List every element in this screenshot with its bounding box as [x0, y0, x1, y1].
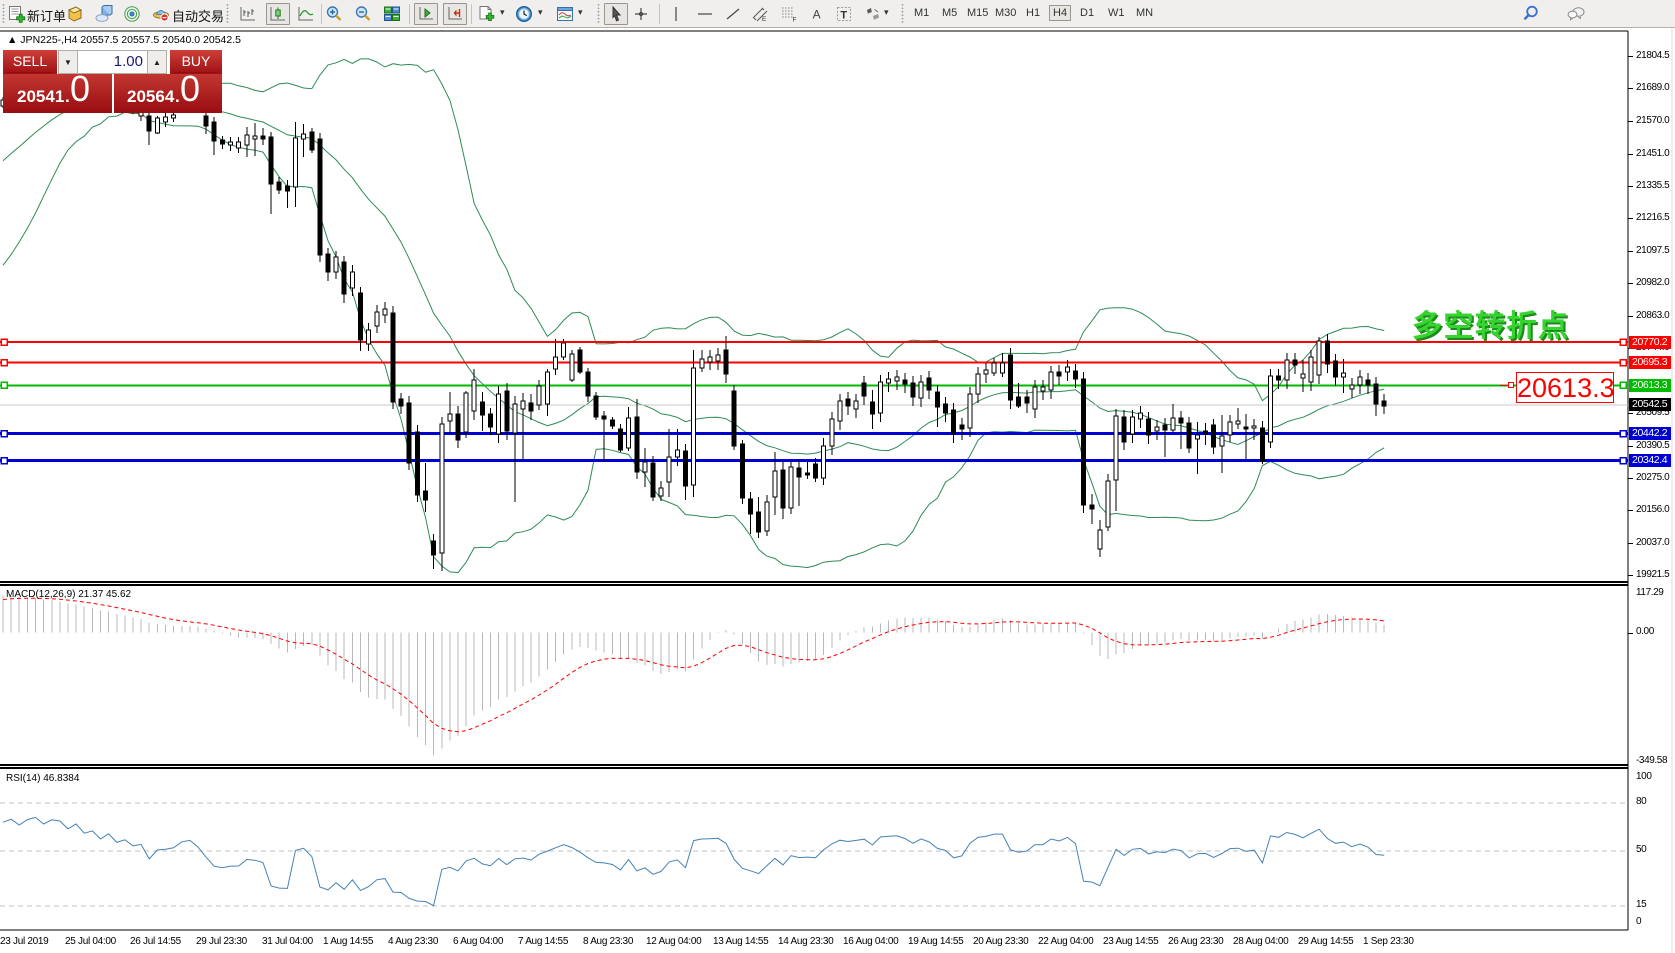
svg-text:E: E — [762, 16, 767, 23]
svg-text:A: A — [813, 8, 821, 22]
svg-text:T: T — [840, 9, 847, 21]
svg-text:F: F — [793, 17, 797, 24]
